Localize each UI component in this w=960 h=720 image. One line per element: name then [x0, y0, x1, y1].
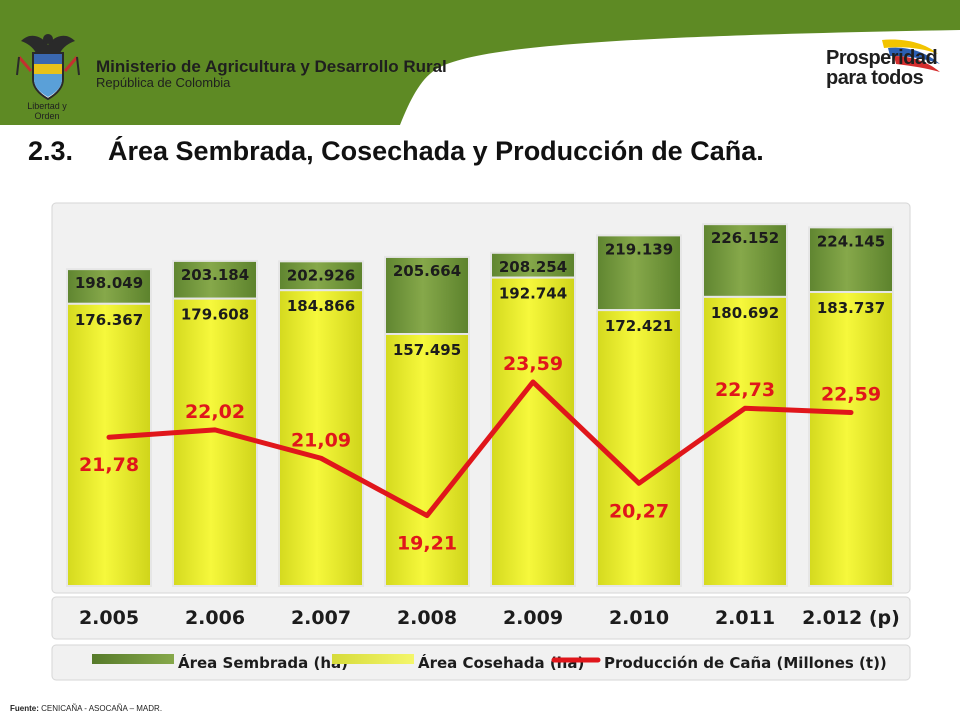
label-area-sembrada: 205.664: [393, 262, 461, 280]
label-produccion: 22,73: [715, 379, 775, 401]
legend-swatch-area-cosechada: [332, 654, 414, 664]
label-area-sembrada: 208.254: [499, 258, 567, 276]
ministry-country: República de Colombia: [96, 75, 231, 90]
bar-area-sembrada: [596, 234, 682, 312]
bar-area-sembrada: [808, 226, 894, 294]
label-area-cosechada: 172.421: [605, 317, 673, 335]
label-produccion: 20,27: [609, 500, 669, 522]
label-produccion: 22,59: [821, 384, 881, 406]
bar-area-cosechada: [66, 302, 152, 587]
x-tick-label: 2.011: [715, 607, 775, 629]
bar-area-sembrada: [490, 251, 576, 279]
label-area-sembrada: 202.926: [287, 266, 355, 284]
bar-area-cosechada: [172, 297, 258, 587]
label-produccion: 19,21: [397, 533, 457, 555]
label-area-cosechada: 180.692: [711, 304, 779, 322]
legend-label-produccion: Producción de Caña (Millones (t)): [604, 654, 887, 672]
bar-area-cosechada: [808, 291, 894, 587]
chart-panel: 198.049 176.367 2.005 203.184 179.608 2.006 20…: [50, 200, 912, 690]
label-produccion: 21,78: [79, 454, 139, 476]
label-produccion: 21,09: [291, 429, 351, 451]
legend-label-area-cosechada: Área Cosehada (ha): [418, 653, 584, 672]
label-area-cosechada: 179.608: [181, 306, 249, 324]
label-produccion: 23,59: [503, 353, 563, 375]
label-area-cosechada: 184.866: [287, 297, 355, 315]
coat-of-arms-motto: Libertad y Orden: [27, 101, 67, 121]
ministry-name: Ministerio de Agricultura y Desarrollo R…: [96, 57, 447, 76]
source-note: Fuente: CENICAÑA - ASOCAÑA – MADR.: [10, 704, 162, 713]
header-banner: Libertad y Orden Ministerio de Agricultu…: [0, 0, 960, 125]
section-title: Área Sembrada, Cosechada y Producción de…: [108, 136, 764, 166]
label-area-cosechada: 176.367: [75, 311, 143, 329]
label-produccion: 22,02: [185, 401, 245, 423]
plot-area: [51, 202, 911, 594]
x-tick-label: 2.010: [609, 607, 669, 629]
brand-line-1: Prosperidad: [826, 47, 938, 69]
label-area-sembrada: 224.145: [817, 232, 885, 250]
x-tick-label: 2.012 (p): [802, 607, 900, 629]
ministry-logo-text: Ministerio de Agricultura y Desarrollo R…: [96, 58, 447, 90]
x-tick-label: 2.009: [503, 607, 563, 629]
legend-band: [51, 644, 911, 681]
label-area-sembrada: 226.152: [711, 229, 779, 247]
x-tick-label: 2.007: [291, 607, 351, 629]
source-label: Fuente:: [10, 704, 39, 713]
line-produccion: [106, 379, 854, 519]
bar-area-sembrada: [278, 260, 364, 292]
combo-chart: 198.049 176.367 2.005 203.184 179.608 2.006 20…: [51, 202, 911, 681]
bar-area-cosechada: [596, 309, 682, 587]
label-area-sembrada: 198.049: [75, 274, 143, 292]
slide-title: 2.3. Área Sembrada, Cosechada y Producció…: [28, 136, 764, 167]
label-area-cosechada: 157.495: [393, 341, 461, 359]
label-area-cosechada: 192.744: [499, 285, 567, 303]
prosperidad-swoosh-icon: [882, 39, 940, 72]
x-tick-label: 2.005: [79, 607, 139, 629]
label-area-cosechada: 183.737: [817, 299, 885, 317]
x-tick-label: 2.006: [185, 607, 245, 629]
x-tick-label: 2.008: [397, 607, 457, 629]
legend-label-area-sembrada: Área Sembrada (ha): [178, 653, 348, 672]
brand-line-2: para todos: [826, 67, 924, 89]
bar-area-cosechada: [702, 295, 788, 588]
label-area-sembrada: 219.139: [605, 240, 673, 258]
bar-area-cosechada: [278, 289, 364, 588]
legend-swatch-area-sembrada: [92, 654, 174, 664]
header-background: [0, 0, 960, 125]
bar-area-sembrada: [384, 255, 470, 336]
source-text: CENICAÑA - ASOCAÑA – MADR.: [41, 704, 163, 713]
bar-area-sembrada: [702, 223, 788, 298]
section-number: 2.3.: [28, 136, 74, 166]
colombia-coat-of-arms-icon: [16, 34, 80, 101]
bar-area-cosechada: [490, 276, 576, 588]
category-axis-band: [51, 596, 911, 640]
label-area-sembrada: 203.184: [181, 266, 249, 284]
prosperidad-logo: Prosperidad para todos: [826, 48, 941, 88]
